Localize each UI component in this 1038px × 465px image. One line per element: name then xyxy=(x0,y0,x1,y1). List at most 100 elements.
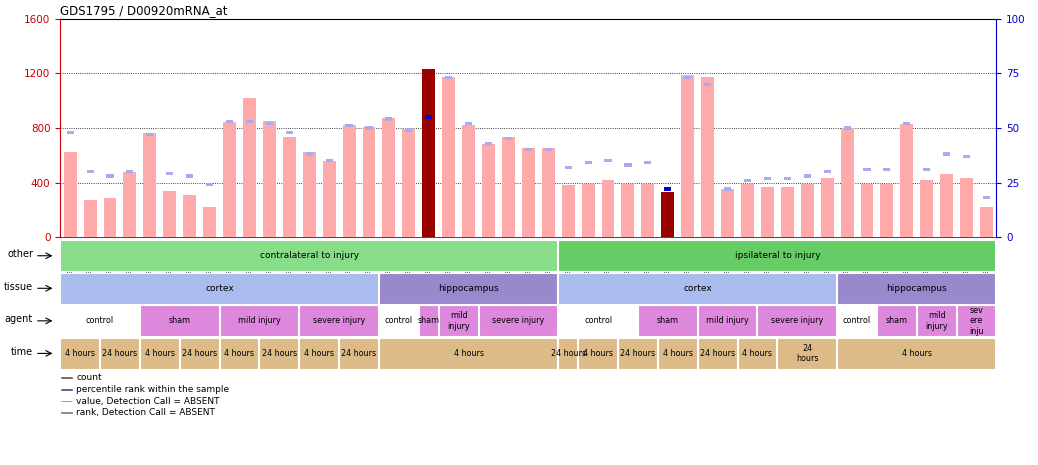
Text: 4 hours: 4 hours xyxy=(304,349,334,358)
Bar xyxy=(664,187,672,191)
Bar xyxy=(479,305,557,337)
Bar xyxy=(365,126,373,130)
Bar xyxy=(803,174,811,178)
Bar xyxy=(864,168,871,171)
Bar xyxy=(140,305,219,337)
Text: contralateral to injury: contralateral to injury xyxy=(260,251,359,260)
Bar xyxy=(558,240,995,272)
Text: 4 hours: 4 hours xyxy=(224,349,254,358)
Bar xyxy=(880,184,894,237)
Bar xyxy=(66,131,74,134)
Bar xyxy=(558,272,837,304)
Bar xyxy=(944,153,950,156)
Bar xyxy=(602,180,614,237)
Bar xyxy=(738,338,776,369)
Bar xyxy=(638,305,696,337)
Bar xyxy=(883,168,891,171)
Bar xyxy=(86,170,93,173)
Bar xyxy=(983,196,990,199)
Text: 24 hours: 24 hours xyxy=(550,349,585,358)
Bar xyxy=(223,122,236,237)
Bar xyxy=(581,184,595,237)
Text: ipsilateral to injury: ipsilateral to injury xyxy=(735,251,820,260)
Bar xyxy=(821,179,834,237)
Bar xyxy=(143,133,157,237)
Bar xyxy=(903,122,910,125)
Bar xyxy=(980,207,993,237)
Bar xyxy=(326,159,333,162)
Text: rank, Detection Call = ABSENT: rank, Detection Call = ABSENT xyxy=(76,408,215,417)
Bar xyxy=(379,338,557,369)
Bar xyxy=(545,148,552,152)
Bar xyxy=(758,305,837,337)
Bar xyxy=(844,126,850,130)
Bar xyxy=(661,192,675,237)
Bar xyxy=(385,118,392,121)
Bar xyxy=(140,338,179,369)
Bar xyxy=(382,118,395,237)
Bar xyxy=(418,305,438,337)
Bar xyxy=(584,161,592,165)
Bar xyxy=(525,148,531,152)
Bar xyxy=(243,98,256,237)
Text: other: other xyxy=(7,249,33,259)
Bar xyxy=(921,180,933,237)
Text: sham: sham xyxy=(168,316,191,326)
Bar xyxy=(723,187,731,191)
Bar xyxy=(900,124,913,237)
Bar xyxy=(558,338,577,369)
Text: control: control xyxy=(843,316,871,326)
Bar xyxy=(502,138,515,237)
Text: 4 hours: 4 hours xyxy=(583,349,613,358)
Bar xyxy=(963,155,971,158)
Text: 24
hours: 24 hours xyxy=(796,344,819,363)
Bar xyxy=(701,77,714,237)
Bar xyxy=(163,191,176,237)
Bar xyxy=(263,121,276,237)
Bar xyxy=(721,189,734,237)
Bar xyxy=(207,183,213,186)
Bar xyxy=(362,126,376,237)
Bar xyxy=(923,168,930,171)
Bar xyxy=(60,338,99,369)
Bar xyxy=(124,172,136,237)
Text: cortex: cortex xyxy=(683,284,712,293)
Bar xyxy=(861,184,873,237)
Bar xyxy=(482,144,495,237)
Bar xyxy=(681,74,694,237)
Text: control: control xyxy=(86,316,114,326)
Bar xyxy=(784,177,791,180)
Text: hippocampus: hippocampus xyxy=(886,284,947,293)
Bar xyxy=(226,120,234,123)
Bar xyxy=(60,240,557,272)
Text: percentile rank within the sample: percentile rank within the sample xyxy=(76,385,229,394)
Bar xyxy=(127,170,134,173)
Bar xyxy=(146,133,154,136)
Bar xyxy=(104,198,116,237)
Bar xyxy=(542,148,554,237)
Bar xyxy=(562,185,575,237)
Bar xyxy=(917,305,956,337)
Text: time: time xyxy=(11,347,33,357)
Bar xyxy=(346,124,353,127)
Text: severe injury: severe injury xyxy=(313,316,365,326)
Text: severe injury: severe injury xyxy=(771,316,823,326)
Bar xyxy=(684,76,691,79)
Bar xyxy=(837,272,995,304)
Bar xyxy=(246,120,253,123)
Bar xyxy=(837,305,876,337)
Bar xyxy=(837,338,995,369)
Bar xyxy=(100,338,139,369)
Text: sev
ere
inju: sev ere inju xyxy=(969,306,984,336)
Bar xyxy=(485,141,492,145)
Bar xyxy=(641,184,654,237)
Text: 24 hours: 24 hours xyxy=(262,349,297,358)
Bar xyxy=(379,305,417,337)
Bar xyxy=(426,115,432,119)
Bar xyxy=(305,153,312,156)
Bar xyxy=(698,338,737,369)
Text: 24 hours: 24 hours xyxy=(342,349,377,358)
Text: 4 hours: 4 hours xyxy=(662,349,692,358)
Text: value, Detection Call = ABSENT: value, Detection Call = ABSENT xyxy=(76,397,220,405)
Bar xyxy=(761,186,774,237)
